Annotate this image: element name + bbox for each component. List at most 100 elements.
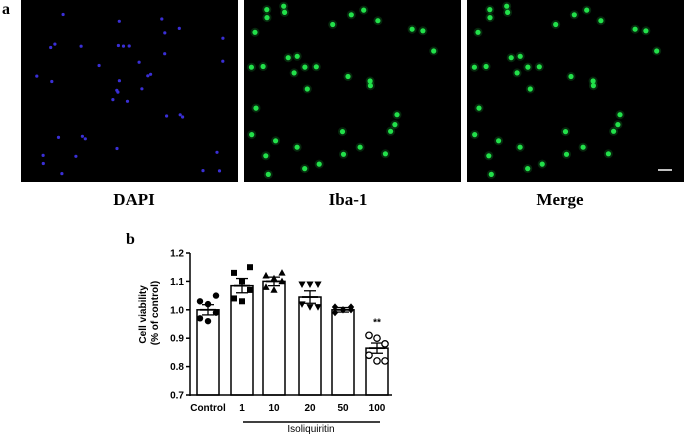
nucleus-dot <box>221 59 225 63</box>
data-point <box>204 317 212 325</box>
data-point <box>204 300 212 308</box>
data-point <box>298 301 306 308</box>
micro-background <box>21 0 238 182</box>
nucleus-dot <box>201 169 205 173</box>
significance-marker: ** <box>373 317 381 328</box>
data-point <box>347 303 355 311</box>
panel-a-letter: a <box>2 1 10 18</box>
bar-chart: Cell viability (% of control) 0.7 0.8 0.9 1… <box>138 249 392 434</box>
cell-dot <box>643 28 649 34</box>
cell-dot <box>367 78 373 84</box>
micro-panel-dapi <box>21 0 238 182</box>
cell-dot <box>361 7 367 13</box>
y-tick-label: 1.2 <box>170 249 184 260</box>
merge-label: Merge <box>536 190 584 209</box>
cell-dot <box>615 122 621 128</box>
data-points <box>196 264 389 365</box>
data-point <box>373 334 381 343</box>
cell-dot <box>345 73 351 80</box>
cell-dot <box>304 86 310 92</box>
cell-dot <box>525 64 531 70</box>
nucleus-dot <box>60 172 64 176</box>
data-point <box>239 298 245 305</box>
data-point <box>373 357 381 365</box>
y-axis: 0.7 0.8 0.9 1.0 1.1 1.2 <box>170 249 191 402</box>
cell-dot <box>584 7 590 13</box>
nucleus-dot <box>79 44 83 48</box>
cell-dot <box>357 144 363 150</box>
bar-50 <box>331 309 355 396</box>
cell-dot <box>598 18 604 24</box>
cell-dot <box>285 55 291 61</box>
data-point <box>365 331 373 340</box>
data-point <box>247 264 253 271</box>
cell-dot <box>632 26 638 32</box>
cell-dot <box>382 151 388 157</box>
cell-dot <box>302 166 308 172</box>
cell-dot <box>605 151 612 157</box>
cell-dot <box>313 64 319 70</box>
annotations: ** <box>373 317 381 328</box>
cell-dot <box>431 48 437 54</box>
data-point <box>339 306 347 314</box>
panel-b-letter: b <box>126 231 135 248</box>
data-point <box>239 278 245 285</box>
data-point <box>196 298 204 305</box>
cell-dot <box>264 7 270 13</box>
nucleus-dot <box>41 161 45 166</box>
cell-dot <box>505 9 511 15</box>
y-tick-label: 1.0 <box>170 305 184 316</box>
nucleus-dot <box>160 17 164 21</box>
cell-dot <box>562 129 569 135</box>
y-tick-label: 0.7 <box>170 391 184 402</box>
data-point <box>231 269 237 276</box>
cell-dot <box>471 64 477 70</box>
cell-dot <box>248 64 254 70</box>
x-tick-label: 10 <box>268 403 280 414</box>
bars <box>196 280 389 396</box>
micro-background <box>244 0 461 182</box>
cell-dot <box>420 28 426 34</box>
data-point <box>262 271 270 279</box>
cell-dot <box>253 105 259 111</box>
nucleus-dot <box>83 137 87 141</box>
cell-dot <box>294 53 300 59</box>
micro-background <box>467 0 684 182</box>
nucleus-dot <box>140 87 144 91</box>
cell-dot <box>539 161 545 167</box>
data-point <box>306 281 314 289</box>
bar-20 <box>298 296 322 396</box>
nucleus-dot <box>149 72 153 76</box>
cell-dot <box>260 63 266 70</box>
nucleus-dot <box>41 153 45 157</box>
y-axis-label-line-1: Cell viability <box>138 285 149 344</box>
nucleus-dot <box>115 88 119 92</box>
cell-dot <box>375 18 381 24</box>
cell-dot <box>496 138 502 144</box>
cell-dot <box>617 112 623 118</box>
data-point <box>270 274 278 282</box>
nucleus-dot <box>111 98 115 102</box>
microscopy-panels <box>21 0 684 182</box>
cell-dot <box>487 15 493 21</box>
nucleus-dot <box>35 74 39 78</box>
group-bracket: Isoliquiritin <box>243 421 380 434</box>
cell-dot <box>611 128 617 134</box>
cell-dot <box>508 55 514 61</box>
cell-dot <box>472 132 478 138</box>
nucleus-dot <box>115 146 119 151</box>
cell-dot <box>483 63 489 70</box>
cell-dot <box>654 48 660 54</box>
cell-dot <box>514 70 520 76</box>
data-point <box>381 357 389 365</box>
cell-dot <box>265 171 271 177</box>
nucleus-dot <box>163 31 167 35</box>
data-point <box>306 304 314 311</box>
cell-dot <box>316 161 322 167</box>
cell-dot <box>339 129 346 135</box>
nucleus-dot <box>61 12 65 17</box>
nucleus-dot <box>74 154 78 158</box>
dapi-label: DAPI <box>113 190 155 209</box>
cell-dot <box>580 144 586 150</box>
